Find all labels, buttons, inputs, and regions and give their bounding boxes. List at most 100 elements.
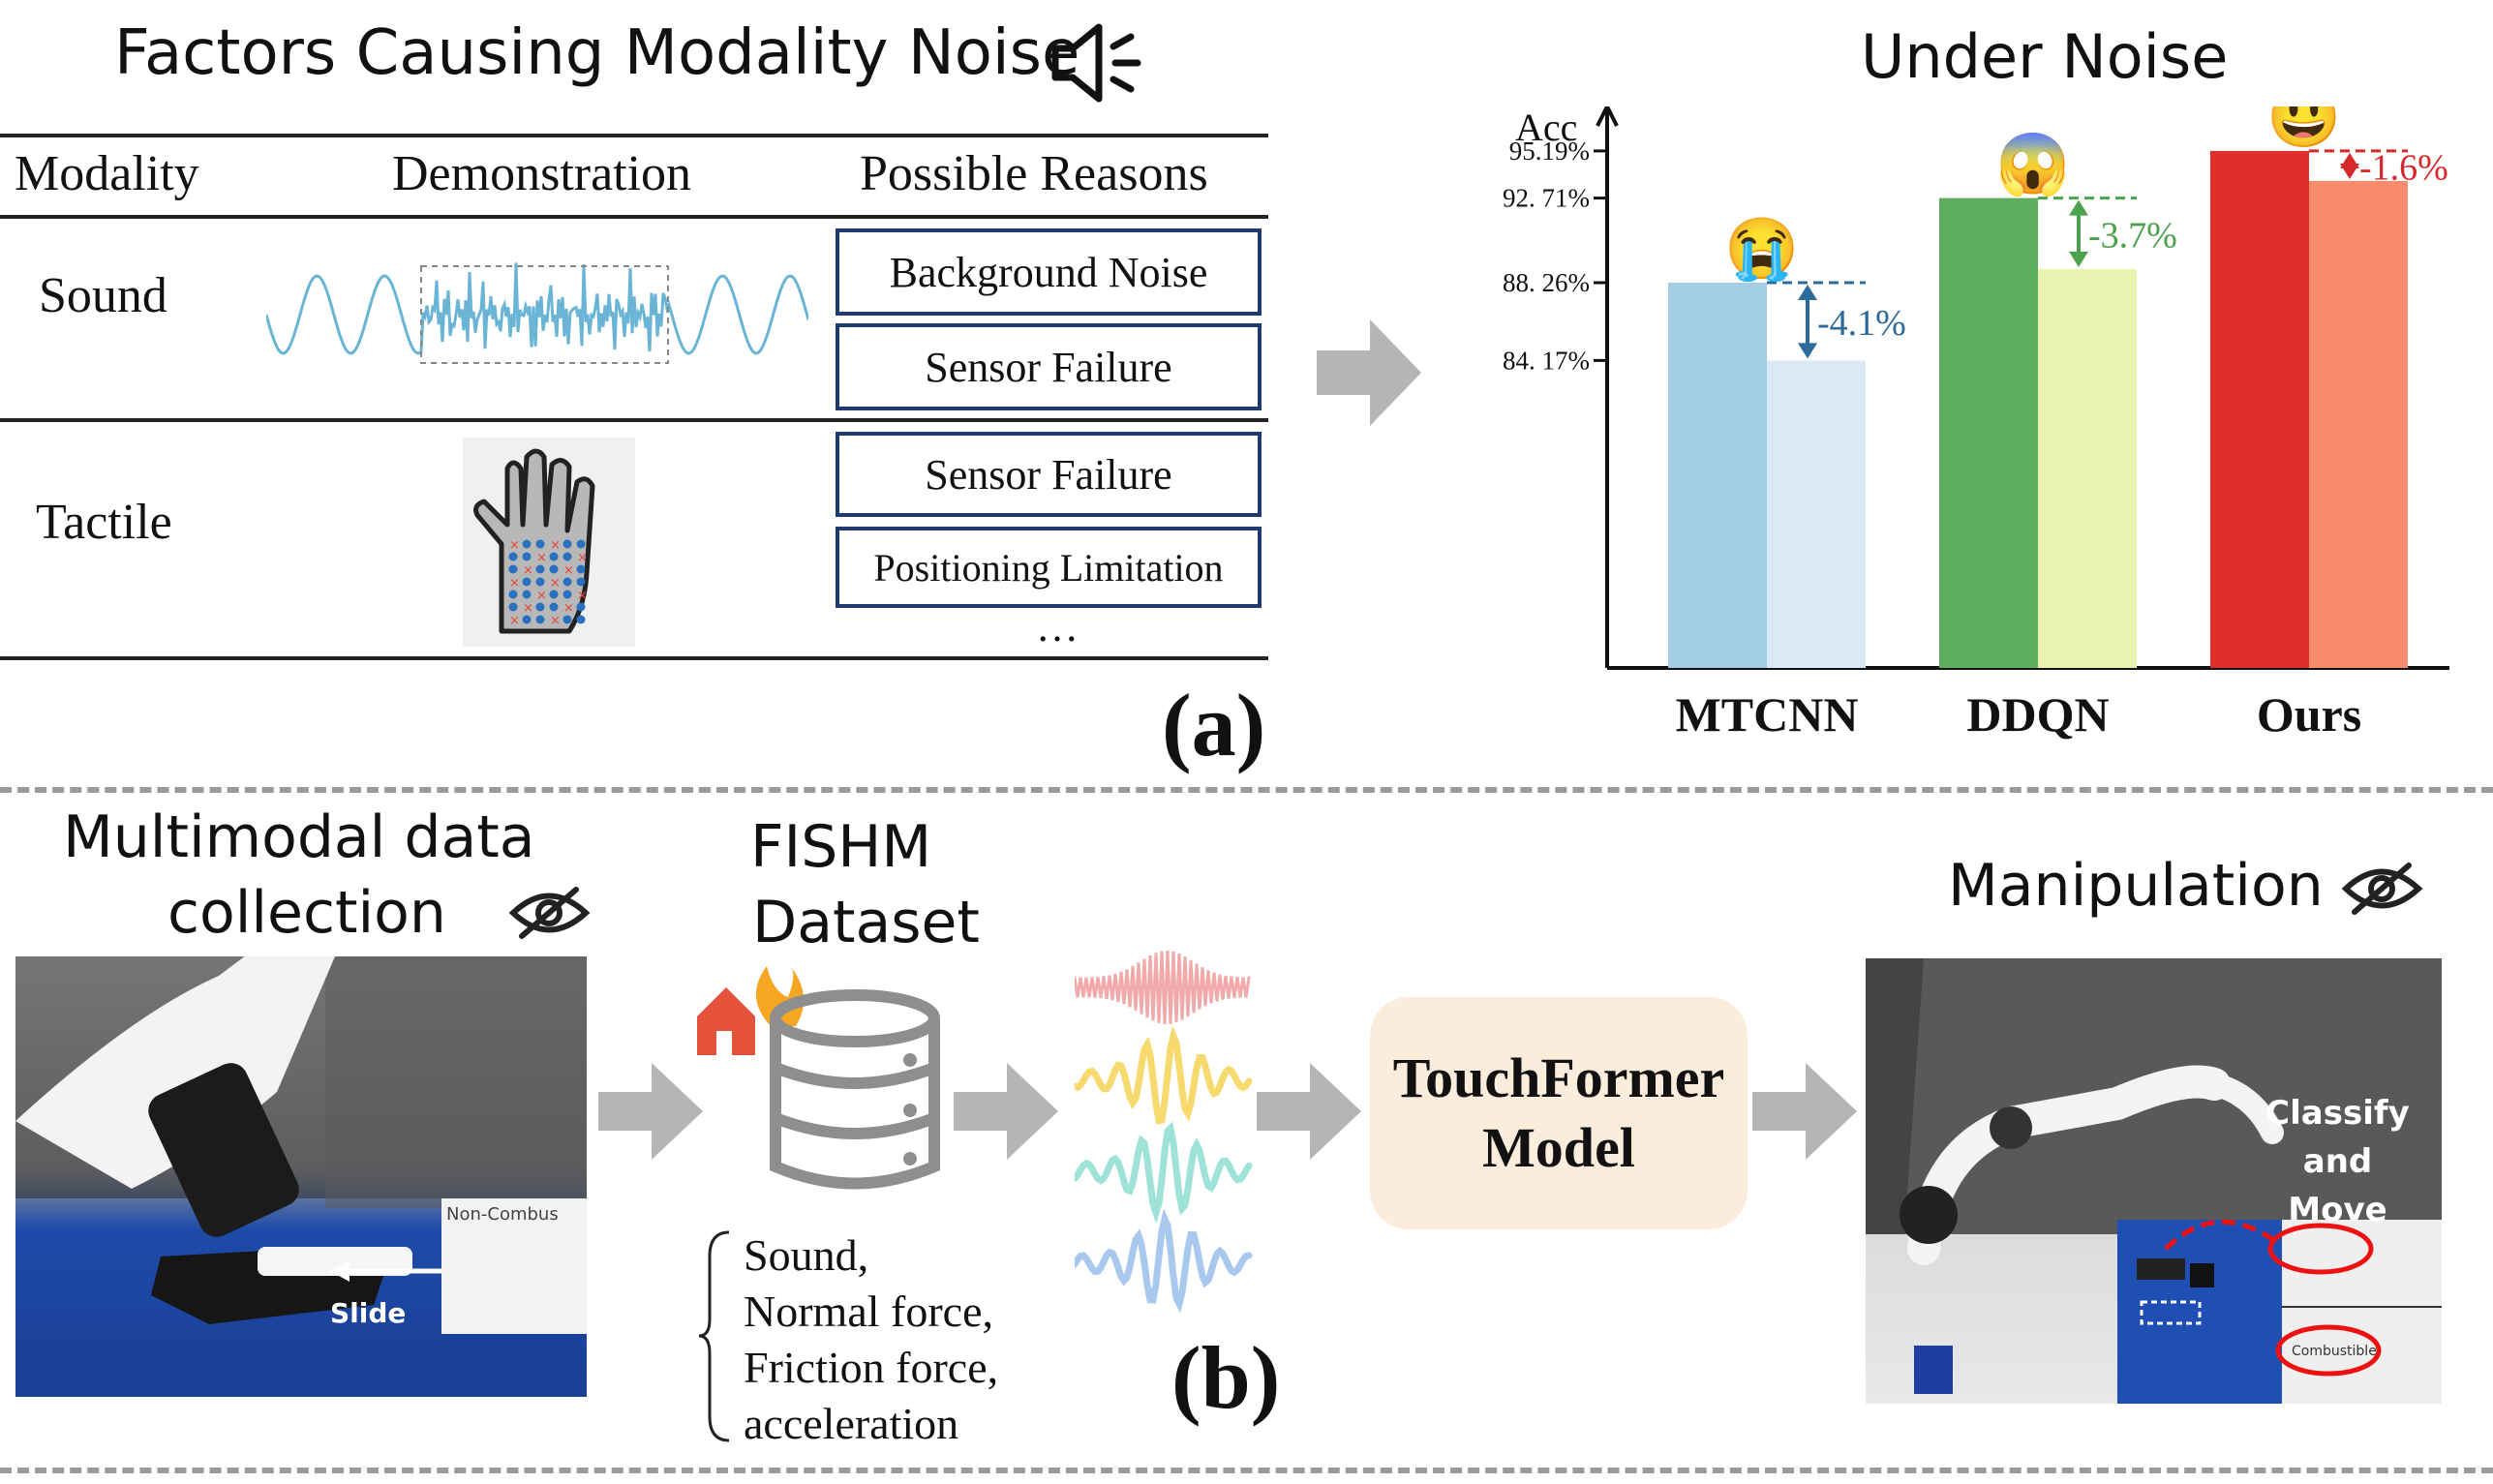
header-possible-reasons: Possible Reasons (860, 146, 1208, 201)
drop-label-ours: -1.6% (2359, 147, 2448, 188)
sensor-dot (522, 539, 532, 549)
bin-combustible-label: Combustible (2292, 1344, 2377, 1359)
drop-arrow-head-up (1798, 285, 1817, 301)
sensor-dot (562, 577, 572, 587)
sensor-dot (562, 615, 572, 624)
sensor-dot (549, 552, 559, 561)
arrow-model-to-manipulation (1752, 1063, 1857, 1160)
manipulation-title: Manipulation (1948, 852, 2324, 920)
collection-title-line2: collection (167, 879, 446, 947)
data-collection-photo: Non-Combus Slide (15, 956, 587, 1397)
normal-force-signal-wave (1075, 1025, 1253, 1125)
robot-arm-scene: Combustible (1866, 958, 2442, 1404)
table-bottom-rule (0, 656, 1268, 660)
sensor-dot (576, 577, 586, 587)
category-label-mtcnn: MTCNN (1676, 687, 1859, 742)
modality-acceleration: acceleration (744, 1399, 959, 1448)
sensor-dot (549, 564, 559, 574)
sensor-dot (562, 552, 572, 561)
sensor-dot (508, 590, 518, 599)
drop-label-ddqn: -3.7% (2088, 215, 2177, 256)
arrow-signals-to-model (1257, 1063, 1361, 1160)
sensor-dot (508, 602, 518, 612)
modality-normal-force: Normal force, (744, 1287, 993, 1336)
sensor-dead-mark: × (577, 551, 588, 565)
arrow-to-chart (1317, 319, 1421, 426)
sensor-dot (522, 615, 532, 624)
sensor-dead-mark: × (536, 551, 547, 565)
drop-arrow-head-down (2069, 251, 2088, 267)
model-name-line1: TouchFormer (1392, 1045, 1725, 1109)
row-tactile-label: Tactile (36, 495, 172, 550)
header-modality: Modality (15, 146, 199, 201)
bar-clean-ddqn (1939, 197, 2038, 668)
bar-noisy-mtcnn (1767, 360, 1866, 668)
sensor-dead-mark: × (536, 589, 547, 603)
manipulation-photo: Combustible Classify and Move (1866, 958, 2442, 1404)
emoji-ours: 😃 (2266, 106, 2341, 151)
sensor-dot (576, 615, 586, 624)
section-divider-top (0, 787, 2493, 793)
arrow-collection-to-dataset (598, 1063, 703, 1160)
classify-move-label: Classify and Move (2234, 1089, 2442, 1234)
sensor-dot (576, 564, 586, 574)
classify-line1: Classify and (2265, 1094, 2410, 1181)
sensor-dot (522, 577, 532, 587)
sensor-dead-mark: × (509, 614, 520, 628)
section-divider-bottom (0, 1468, 2493, 1473)
chart-y-tick-label: 95.19% (1509, 136, 1590, 166)
model-name-line2: Model (1482, 1116, 1635, 1179)
sensor-dot (562, 539, 572, 549)
modality-list: Sound, Normal force, Friction force, acc… (744, 1227, 998, 1452)
eye-slash-icon-manipulation (2341, 863, 2423, 915)
emoji-ddqn: 😱 (1995, 132, 2070, 200)
bar-clean-ours (2210, 150, 2309, 668)
sensor-dead-mark: × (577, 589, 588, 603)
row-sound-label: Sound (39, 268, 167, 323)
bin-non-combustible-photo-label: Non-Combus (446, 1204, 559, 1225)
drop-arrow-head-down (1798, 343, 1817, 359)
reason-tactile-sensor-failure: Sensor Failure (836, 432, 1262, 517)
sensor-dot (535, 539, 545, 549)
sensor-dot (535, 602, 545, 612)
speaker-mute-icon (1051, 23, 1141, 103)
modality-sound: Sound, (744, 1230, 869, 1280)
touchformer-model-box: TouchFormer Model (1370, 997, 1748, 1229)
chart-title: Under Noise (1861, 21, 2229, 92)
sensor-dead-mark: × (550, 614, 561, 628)
collection-title-line1: Multimodal data (63, 803, 535, 871)
panel-a-label: (a) (1162, 676, 1266, 774)
slide-label: Slide (330, 1297, 407, 1329)
chart-y-tick-label: 84. 17% (1503, 346, 1590, 375)
bar-clean-mtcnn (1668, 283, 1767, 668)
emoji-mtcnn: 😭 (1724, 216, 1799, 283)
acceleration-signal-wave (1075, 1208, 1253, 1314)
sensor-dot (576, 539, 586, 549)
reason-positioning-limitation: Positioning Limitation (836, 527, 1262, 608)
chart-y-label: Acc (1515, 106, 1578, 149)
reason-background-noise: Background Noise (836, 228, 1262, 316)
sensor-dot (522, 552, 532, 561)
sensor-dead-mark: × (523, 601, 533, 616)
panel-a-title: Factors Causing Modality Noise (114, 17, 1080, 89)
sensor-dot (535, 615, 545, 624)
category-label-ours: Ours (2257, 687, 2361, 742)
dataset-title-line1: FISHM (750, 813, 932, 881)
sensor-dot (549, 602, 559, 612)
drop-label-mtcnn: -4.1% (1817, 303, 1906, 344)
accuracy-bar-chart: 95.19% 92. 71% 88. 26% 84. 17% -4.1% MTCNN 😭 -3… (1503, 106, 2449, 742)
chart-y-axis-arrow (1596, 106, 1619, 127)
eye-slash-icon (508, 887, 591, 939)
signal-waveforms (1075, 950, 1253, 1314)
database-icon (697, 966, 940, 1190)
sensor-dot (549, 590, 559, 599)
arrow-dataset-to-signals (954, 1063, 1058, 1160)
modality-brace (698, 1230, 730, 1442)
classify-line2: Move (2288, 1191, 2387, 1229)
dataset-title-line2: Dataset (752, 889, 980, 956)
sound-signal-wave (1075, 950, 1251, 1024)
friction-force-signal-wave (1075, 1121, 1253, 1225)
chart-y-tick-label: 88. 26% (1503, 268, 1590, 297)
sensor-dot (562, 590, 572, 599)
sensor-dead-mark: × (550, 576, 561, 591)
